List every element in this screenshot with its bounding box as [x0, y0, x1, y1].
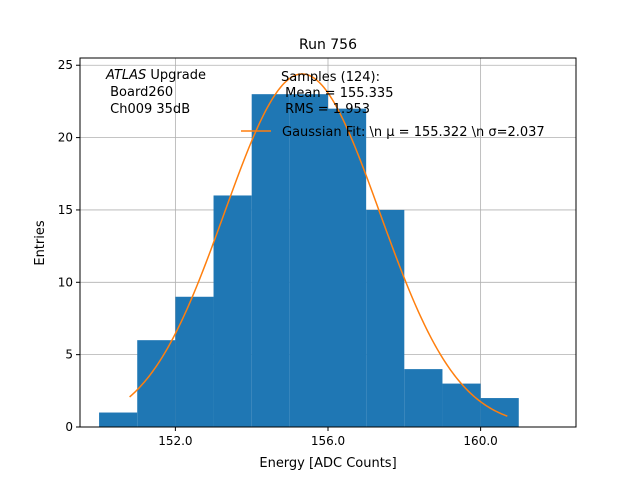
x-tick-label: 156.0	[311, 434, 345, 448]
legend-samples-line-3: RMS = 1.953	[281, 102, 370, 117]
histogram-bar	[251, 94, 290, 428]
annotation-line-2: Board260	[106, 85, 173, 100]
x-tick-label: 152.0	[158, 434, 192, 448]
histogram-bar	[366, 209, 405, 427]
histogram-bar	[328, 108, 367, 427]
x-axis-label: Energy [ADC Counts]	[259, 456, 396, 471]
y-tick-label: 5	[65, 348, 73, 362]
y-tick-label: 15	[58, 203, 73, 217]
gaussian-fit-line	[129, 73, 508, 417]
legend-samples-line-2: Mean = 155.335	[281, 86, 393, 101]
y-axis-label: Entries	[33, 220, 48, 266]
gaussian-fit	[129, 73, 508, 417]
histogram-bar	[175, 296, 214, 427]
legend-fit-label: Gaussian Fit: \n μ = 155.322 \n σ=2.037	[282, 125, 545, 140]
histogram-bar	[442, 383, 481, 427]
x-tick-label: 160.0	[463, 434, 497, 448]
histogram-bar	[213, 195, 252, 427]
y-tick-label: 0	[65, 420, 73, 434]
legend: Samples (124): Mean = 155.335 RMS = 1.95…	[241, 70, 545, 140]
histogram-bar	[289, 94, 328, 428]
annotation-line-1: ATLAS Upgrade	[105, 68, 206, 83]
legend-samples-line-1: Samples (124):	[281, 70, 380, 85]
y-tick-label: 20	[58, 131, 73, 145]
histogram-bar	[404, 369, 443, 427]
annotation-line-3: Ch009 35dB	[106, 102, 190, 117]
x-axis-ticks: 152.0 156.0 160.0	[158, 427, 498, 448]
chart-title: Run 756	[299, 37, 357, 53]
y-tick-label: 10	[58, 275, 73, 289]
histogram-bar	[99, 412, 138, 427]
y-tick-label: 25	[58, 58, 73, 72]
board-annotation: ATLAS Upgrade Board260 Ch009 35dB	[105, 68, 206, 117]
y-axis-ticks: 0 5 10 15 20 25	[58, 58, 80, 434]
histogram-bars	[99, 94, 519, 428]
